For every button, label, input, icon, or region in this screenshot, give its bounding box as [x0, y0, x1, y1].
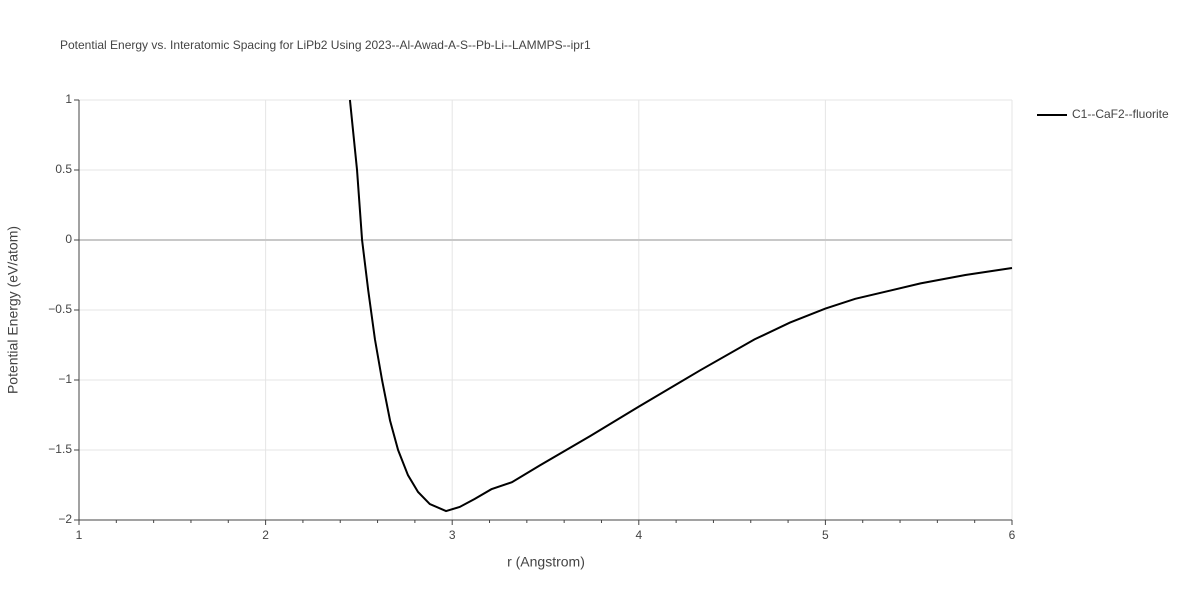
x-tick-label: 4	[635, 528, 642, 542]
y-tick-label: −2	[58, 512, 72, 526]
y-axis-label: Potential Energy (eV/atom)	[5, 226, 21, 394]
x-tick-label: 2	[262, 528, 269, 542]
legend-label: C1--CaF2--fluorite	[1072, 107, 1169, 121]
y-tick-label: −1	[58, 372, 72, 386]
line	[348, 99, 1013, 513]
y-tick-label: 0.5	[55, 162, 72, 176]
x-tick-label: 3	[449, 528, 456, 542]
x-tick-label: 5	[822, 528, 829, 542]
y-tick-label: −0.5	[48, 302, 72, 316]
y-tick-label: −1.5	[48, 442, 72, 456]
x-tick-label: 6	[1009, 528, 1016, 542]
y-tick-label: 0	[65, 232, 72, 246]
x-tick-label: 1	[76, 528, 83, 542]
y-tick-label: 1	[65, 92, 72, 106]
x-axis-label: r (Angstrom)	[507, 554, 585, 570]
chart-title: Potential Energy vs. Interatomic Spacing…	[60, 38, 591, 52]
